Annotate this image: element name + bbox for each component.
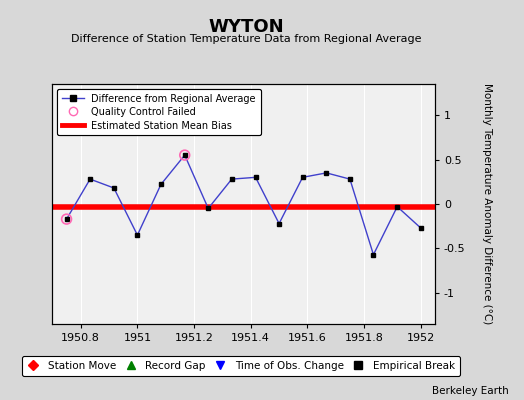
Y-axis label: Monthly Temperature Anomaly Difference (°C): Monthly Temperature Anomaly Difference (… <box>482 83 492 325</box>
Text: WYTON: WYTON <box>209 18 284 36</box>
Text: Berkeley Earth: Berkeley Earth <box>432 386 508 396</box>
Point <box>181 152 189 158</box>
Text: Difference of Station Temperature Data from Regional Average: Difference of Station Temperature Data f… <box>71 34 421 44</box>
Legend: Difference from Regional Average, Quality Control Failed, Estimated Station Mean: Difference from Regional Average, Qualit… <box>57 89 260 135</box>
Point <box>62 216 71 222</box>
Legend: Station Move, Record Gap, Time of Obs. Change, Empirical Break: Station Move, Record Gap, Time of Obs. C… <box>22 356 460 376</box>
